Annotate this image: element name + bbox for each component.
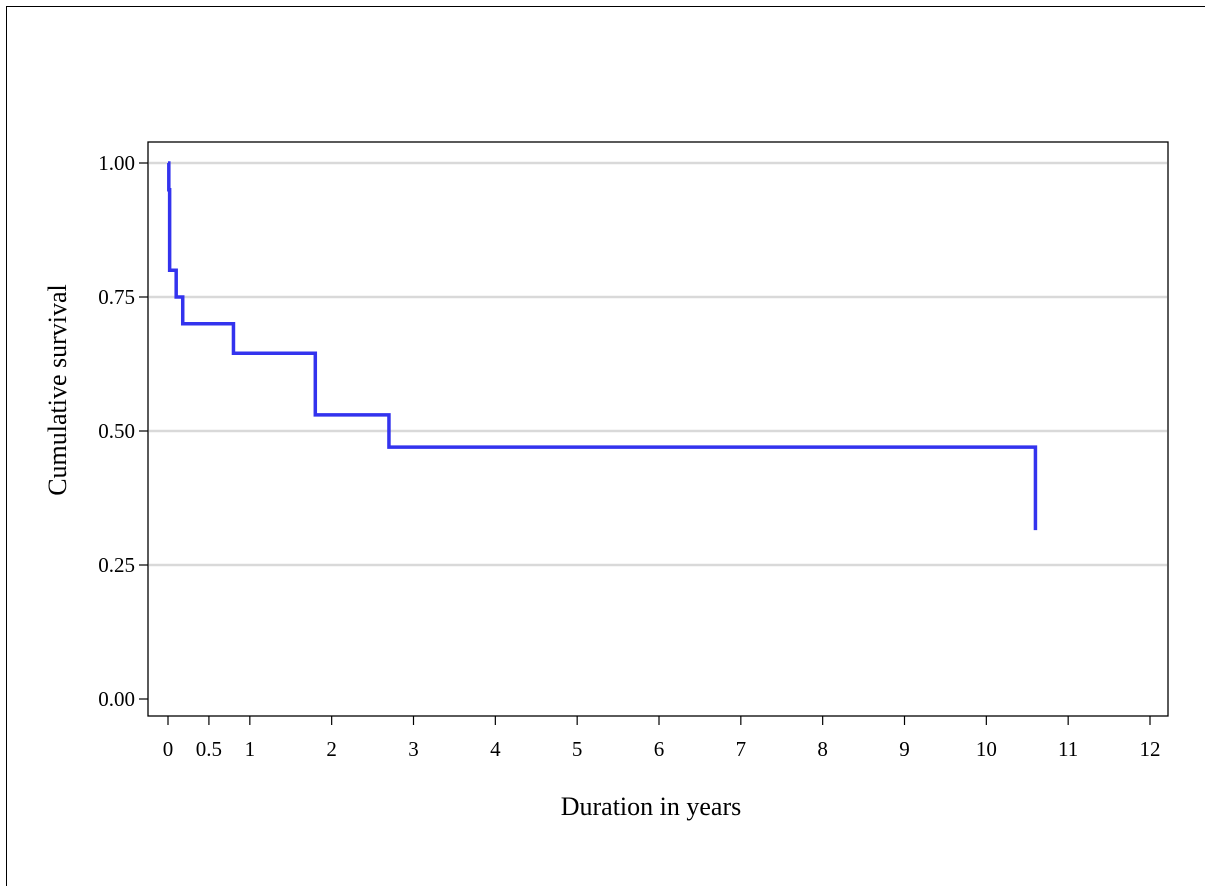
x-tick-label: 8 (817, 737, 828, 761)
x-tick-label: 1 (245, 737, 256, 761)
y-axis: 0.00 0.25 0.50 0.75 1.00 (98, 151, 148, 711)
survival-step-line (167, 161, 1038, 531)
x-tick-label: 0.5 (196, 737, 222, 761)
x-tick-label: 9 (899, 737, 910, 761)
x-tick-label: 11 (1058, 737, 1078, 761)
y-tick-label: 0.50 (98, 419, 135, 443)
y-tick-label: 1.00 (98, 151, 135, 175)
x-tick-label: 0 (163, 737, 174, 761)
x-tick-label: 6 (654, 737, 665, 761)
x-axis: 0 0.5 1 2 3 4 5 6 7 8 9 10 11 12 (163, 716, 1161, 761)
y-tick-label: 0.75 (98, 285, 135, 309)
series-lines (167, 161, 1038, 531)
x-tick-label: 10 (976, 737, 997, 761)
x-tick-label: 2 (326, 737, 337, 761)
grid-lines (149, 161, 1167, 567)
x-tick-label: 5 (572, 737, 583, 761)
plot-frame (147, 141, 1169, 717)
x-tick-label: 7 (736, 737, 747, 761)
x-axis-title: Duration in years (561, 792, 742, 821)
y-tick-label: 0.25 (98, 553, 135, 577)
x-tick-label: 3 (408, 737, 419, 761)
y-axis-title: Cumulative survival (43, 284, 72, 496)
x-tick-label: 12 (1140, 737, 1161, 761)
x-tick-label: 4 (490, 737, 501, 761)
y-tick-label: 0.00 (98, 687, 135, 711)
